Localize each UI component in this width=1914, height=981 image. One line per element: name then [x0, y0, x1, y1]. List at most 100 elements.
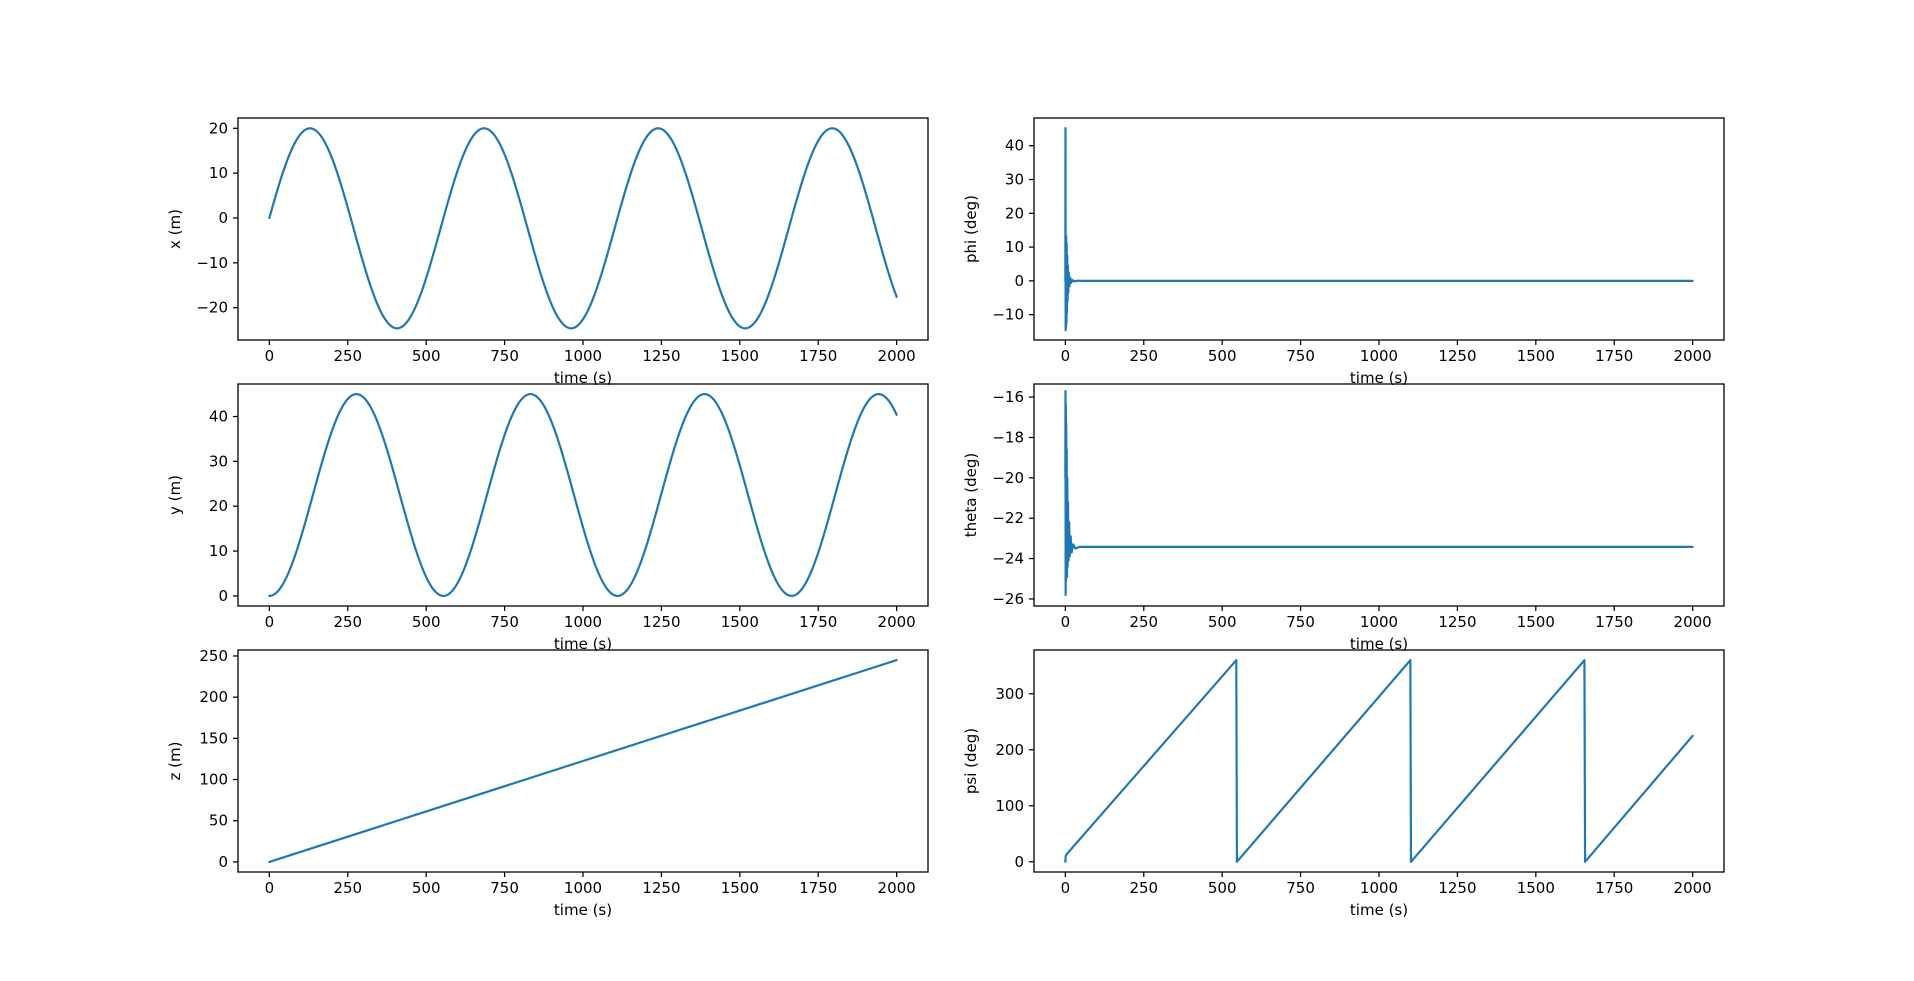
x-tick-label: 0	[1061, 879, 1071, 897]
x-tick-label: 1500	[1517, 347, 1555, 365]
x-tick-label: 750	[1286, 879, 1315, 897]
x-tick-label: 1000	[564, 613, 602, 631]
y-tick-label: −18	[992, 428, 1024, 446]
y-axis-label: z (m)	[166, 742, 184, 781]
x-axis-label: time (s)	[554, 635, 612, 653]
y-tick-label: 20	[209, 119, 228, 137]
x-tick-label: 0	[265, 347, 275, 365]
z-position-curve	[268, 658, 898, 864]
y-tick-label: −20	[196, 299, 228, 317]
x-tick-label: 1500	[721, 613, 759, 631]
y-tick-label: 10	[1005, 238, 1024, 256]
subplot-phi-angle: 0 250 500 750 1000 1250 1500 1750 2000 40 30 20 10 0 −…	[919, 93, 1759, 392]
y-axis-label: psi (deg)	[962, 728, 980, 794]
x-tick-label: 250	[333, 613, 362, 631]
x-tick-label: 2000	[878, 879, 916, 897]
z-position-plot-canvas: 0 250 500 750 1000 1250 1500 1750 2000 0 50 100 150 2…	[166, 647, 929, 919]
subplot-x-position: 0 250 500 750 1000 1250 1500 1750 2000 20 10 0 −10 −2…	[123, 93, 963, 392]
subplot-psi-angle: 0 250 500 750 1000 1250 1500 1750 2000 0 100 200 300…	[919, 625, 1759, 924]
x-tick-label: 1250	[642, 613, 680, 631]
x-tick-label: 1000	[564, 347, 602, 365]
y-axis-label: x (m)	[166, 209, 184, 249]
x-tick-label: 1750	[799, 613, 837, 631]
y-tick-label: −26	[992, 590, 1024, 608]
axes-box	[237, 117, 929, 341]
theta-angle-plot-canvas: 0 250 500 750 1000 1250 1500 1750 2000 −16 −18 −20 −…	[962, 383, 1725, 653]
axes-box	[1033, 649, 1725, 873]
x-tick-label: 1250	[1438, 613, 1476, 631]
x-tick-label: 1750	[1595, 613, 1633, 631]
psi-angle-plot-canvas: 0 250 500 750 1000 1250 1500 1750 2000 0 100 200 300…	[962, 649, 1725, 919]
x-tick-label: 750	[490, 879, 519, 897]
subplot-z-position: 0 250 500 750 1000 1250 1500 1750 2000 0 50 100 150 2…	[123, 625, 963, 924]
subplot-theta-angle: 0 250 500 750 1000 1250 1500 1750 2000 −16 −18 −20 −…	[919, 359, 1759, 658]
x-position-curve	[268, 127, 898, 330]
axes-box	[237, 649, 929, 873]
y-tick-label: 30	[1005, 170, 1024, 188]
y-tick-label: −20	[992, 469, 1024, 487]
y-tick-label: 200	[199, 688, 228, 706]
y-axis-label: phi (deg)	[962, 195, 980, 263]
y-position-curve	[268, 392, 898, 598]
x-tick-label: 1500	[1517, 613, 1555, 631]
y-tick-label: −16	[992, 388, 1024, 406]
x-axis-label: time (s)	[1350, 635, 1408, 653]
x-tick-label: 1250	[642, 879, 680, 897]
y-tick-label: 0	[1014, 853, 1024, 871]
x-tick-label: 1500	[1517, 879, 1555, 897]
x-tick-label: 1000	[564, 879, 602, 897]
x-tick-label: 250	[333, 879, 362, 897]
phi-angle-curve	[1064, 127, 1694, 332]
y-axis-label: y (m)	[166, 475, 184, 515]
y-tick-label: 50	[209, 812, 228, 830]
x-tick-label: 2000	[1674, 347, 1712, 365]
y-tick-label: 0	[218, 209, 228, 227]
x-tick-label: 500	[412, 879, 441, 897]
x-tick-label: 1250	[642, 347, 680, 365]
subplot-y-position: 0 250 500 750 1000 1250 1500 1750 2000 0 10 20 30 40 t…	[123, 359, 963, 658]
psi-angle-curve	[1064, 659, 1694, 863]
y-position-plot-canvas: 0 250 500 750 1000 1250 1500 1750 2000 0 10 20 30 40 t…	[166, 383, 929, 653]
x-tick-label: 250	[333, 347, 362, 365]
x-tick-label: 250	[1129, 879, 1158, 897]
x-tick-label: 2000	[1674, 879, 1712, 897]
x-tick-label: 500	[1208, 347, 1237, 365]
y-tick-label: 10	[209, 164, 228, 182]
x-axis-label: time (s)	[554, 901, 612, 919]
y-tick-label: 40	[209, 408, 228, 426]
x-tick-label: 500	[412, 347, 441, 365]
x-tick-label: 2000	[878, 347, 916, 365]
y-tick-label: −10	[992, 306, 1024, 324]
x-tick-label: 0	[1061, 347, 1071, 365]
x-tick-label: 500	[1208, 613, 1237, 631]
x-tick-label: 1750	[1595, 879, 1633, 897]
x-tick-label: 1250	[1438, 347, 1476, 365]
x-tick-label: 2000	[878, 613, 916, 631]
x-tick-label: 250	[1129, 347, 1158, 365]
x-tick-label: 500	[1208, 879, 1237, 897]
y-tick-label: 300	[995, 685, 1024, 703]
y-tick-label: 30	[209, 452, 228, 470]
y-tick-label: 20	[209, 497, 228, 515]
y-tick-label: 10	[209, 542, 228, 560]
y-tick-label: −24	[992, 550, 1024, 568]
x-axis-label: time (s)	[554, 369, 612, 387]
y-tick-label: 0	[1014, 272, 1024, 290]
x-tick-label: 0	[1061, 613, 1071, 631]
y-tick-label: 200	[995, 741, 1024, 759]
x-tick-label: 1750	[799, 347, 837, 365]
y-tick-label: 150	[199, 729, 228, 747]
x-tick-label: 1000	[1360, 613, 1398, 631]
x-tick-label: 1750	[799, 879, 837, 897]
theta-angle-curve	[1064, 389, 1694, 596]
y-tick-label: 40	[1005, 137, 1024, 155]
x-tick-label: 750	[490, 347, 519, 365]
x-tick-label: 1750	[1595, 347, 1633, 365]
x-tick-label: 750	[1286, 347, 1315, 365]
x-position-plot-canvas: 0 250 500 750 1000 1250 1500 1750 2000 20 10 0 −10 −2…	[166, 117, 929, 387]
x-tick-label: 1250	[1438, 879, 1476, 897]
x-tick-label: 500	[412, 613, 441, 631]
y-tick-label: −10	[196, 254, 228, 272]
x-tick-label: 1500	[721, 347, 759, 365]
